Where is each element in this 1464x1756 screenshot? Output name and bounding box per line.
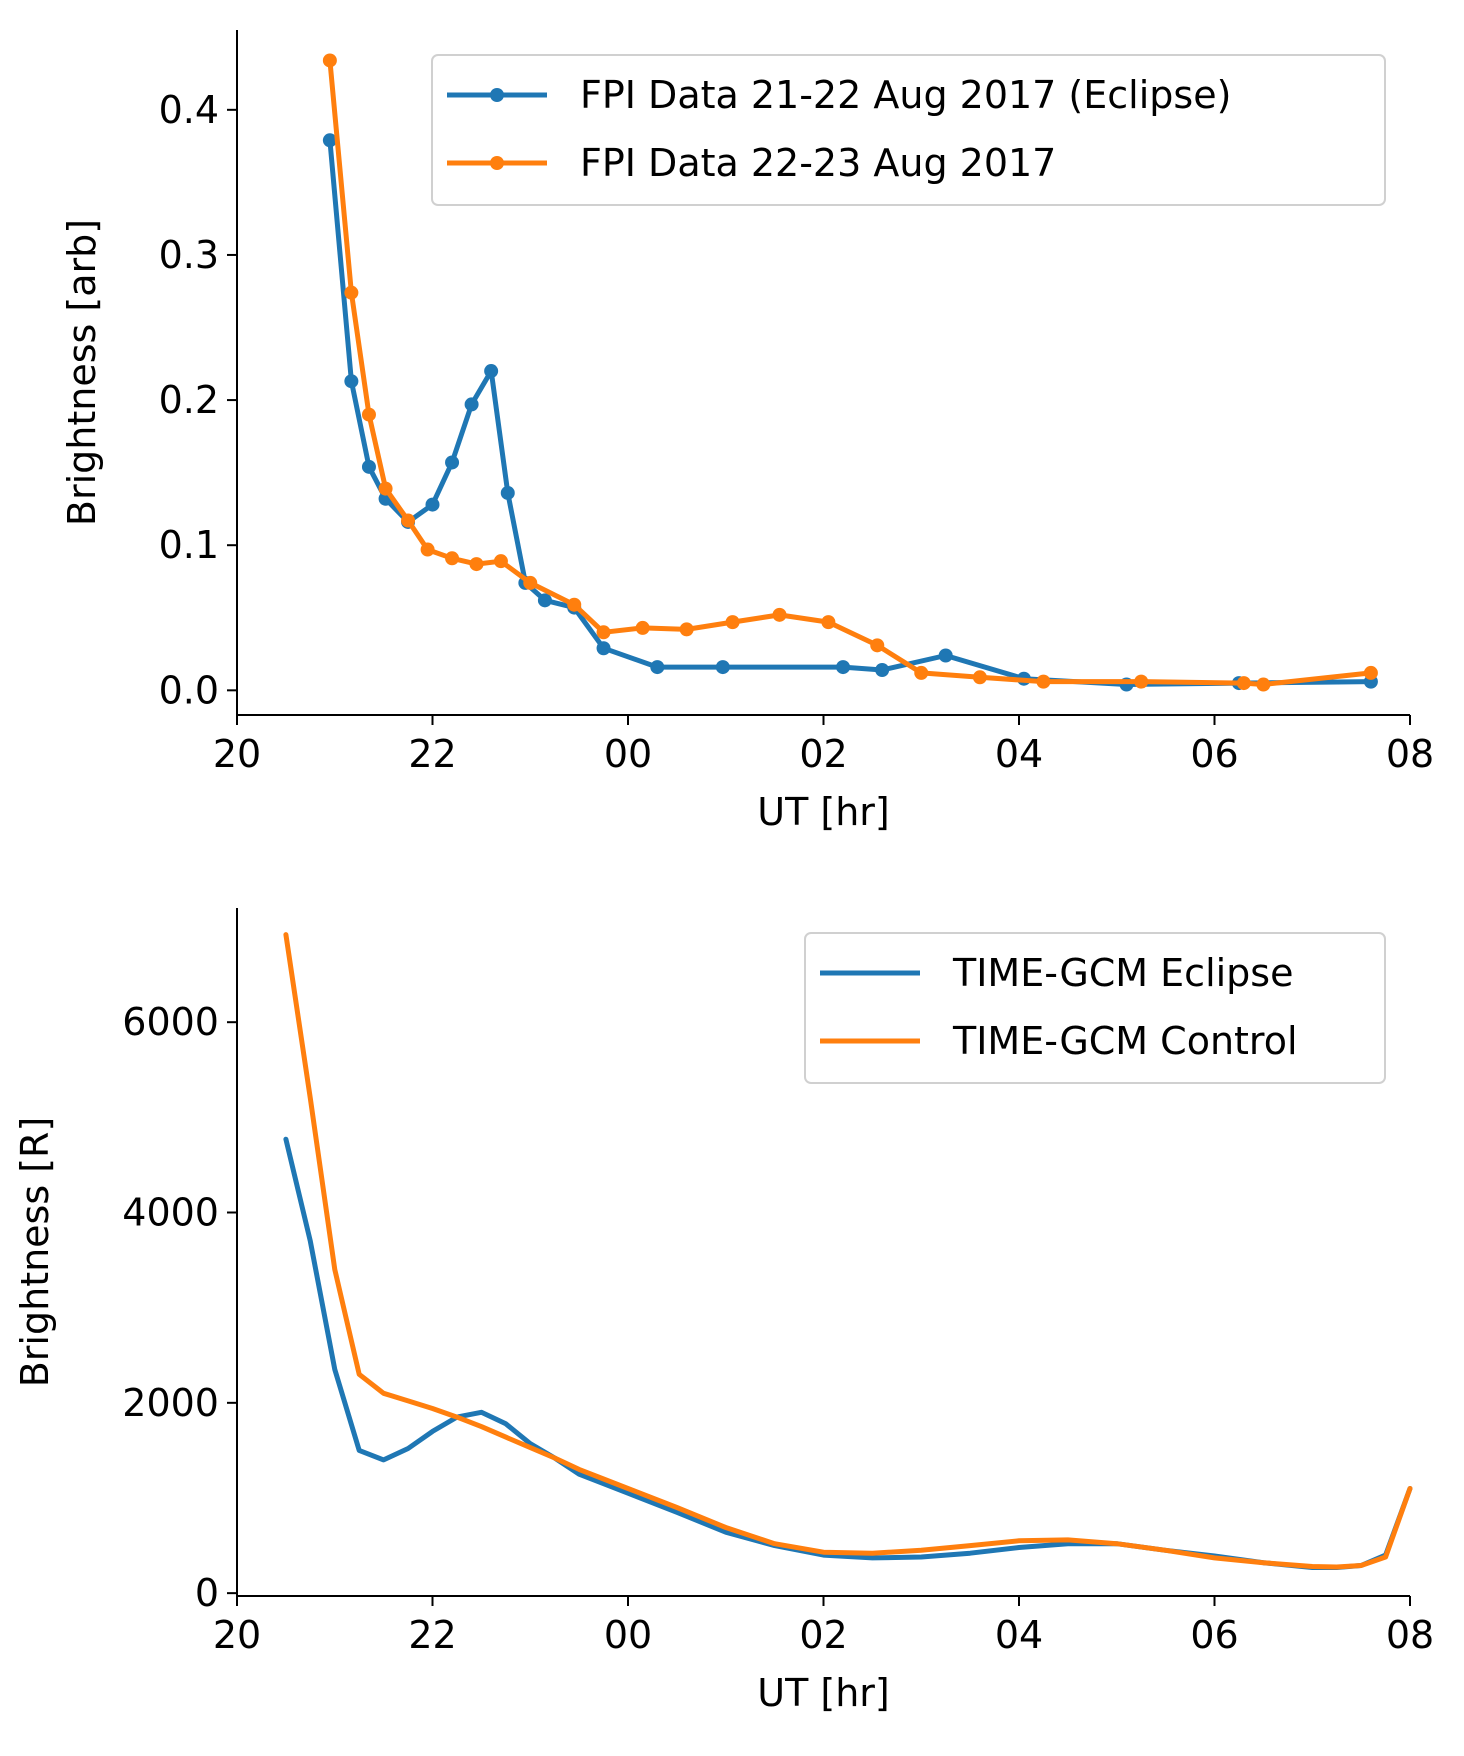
data-point (875, 663, 890, 678)
data-point (715, 660, 730, 675)
data-point (425, 497, 440, 512)
data-point (445, 551, 460, 566)
data-point (725, 615, 740, 630)
y-axis-label: Brightness [R] (13, 1117, 57, 1388)
x-axis-label: UT [hr] (757, 1671, 889, 1715)
legend-swatch-marker (490, 156, 504, 170)
x-tick-label: 08 (1386, 732, 1434, 776)
y-tick-label: 0.3 (159, 233, 219, 277)
data-point (635, 620, 650, 635)
data-point (821, 615, 836, 630)
y-tick-label: 0.2 (159, 378, 219, 422)
x-tick-label: 02 (799, 1613, 847, 1657)
y-tick-label: 4000 (122, 1191, 219, 1235)
legend-entry: FPI Data 22-23 Aug 2017 (580, 141, 1056, 185)
data-point (836, 660, 851, 675)
data-point (464, 397, 479, 412)
x-tick-label: 00 (604, 732, 652, 776)
data-point (1236, 676, 1251, 691)
data-point (1256, 677, 1271, 692)
legend-box (431, 54, 1386, 206)
data-point (596, 641, 611, 656)
legend: FPI Data 21-22 Aug 2017 (Eclipse) FPI Dat… (431, 54, 1386, 206)
data-point (322, 53, 337, 68)
data-point (401, 513, 416, 528)
data-point (361, 407, 376, 422)
x-tick-label: 20 (213, 1613, 261, 1657)
y-tick-label: 0.1 (159, 523, 219, 567)
legend-entry: TIME-GCM Control (952, 1019, 1298, 1063)
data-point (469, 557, 484, 572)
legend-box (804, 932, 1386, 1084)
data-point (1363, 665, 1378, 680)
data-point (596, 625, 611, 640)
data-point (378, 481, 393, 496)
y-tick-label: 0.0 (159, 668, 219, 712)
data-point (344, 285, 359, 300)
legend-entry: FPI Data 21-22 Aug 2017 (Eclipse) (580, 73, 1231, 117)
chart-panel-2: 20 22 00 02 04 06 08 0 2000 4000 6000 UT [hr] Bright… (13, 908, 1434, 1715)
data-point (420, 542, 435, 557)
data-point (537, 593, 552, 608)
x-tick-label: 06 (1190, 732, 1238, 776)
y-tick-label: 0.4 (159, 88, 219, 132)
data-point (914, 665, 929, 680)
data-point (870, 638, 885, 653)
data-point (972, 670, 987, 685)
data-point (322, 133, 337, 148)
x-tick-label: 00 (604, 1613, 652, 1657)
x-tick-label: 06 (1190, 1613, 1238, 1657)
series-line-1 (327, 137, 1374, 687)
chart-panel-1: 20 22 00 02 04 06 08 0.0 0.1 0.2 0.3 0.4 UT [hr] Brig… (60, 30, 1434, 834)
y-tick-label: 0 (195, 1571, 219, 1615)
y-tick-label: 2000 (122, 1381, 219, 1425)
data-point (567, 597, 582, 612)
data-point (1036, 674, 1051, 689)
data-point (1134, 674, 1149, 689)
data-point (445, 455, 460, 470)
data-point (500, 485, 515, 500)
x-tick-label: 22 (408, 732, 456, 776)
data-point (484, 364, 499, 379)
legend-swatch-marker (490, 88, 504, 102)
data-point (523, 575, 538, 590)
legend: TIME-GCM Eclipse TIME-GCM Control (804, 932, 1386, 1084)
data-point (650, 660, 665, 675)
x-tick-label: 22 (408, 1613, 456, 1657)
data-point (772, 607, 787, 622)
x-tick-label: 20 (213, 732, 261, 776)
x-tick-label: 08 (1386, 1613, 1434, 1657)
data-point (361, 459, 376, 474)
y-axis-label: Brightness [arb] (60, 219, 104, 526)
series-line-2 (283, 932, 1413, 1570)
legend-entry: TIME-GCM Eclipse (952, 951, 1293, 995)
data-point (938, 648, 953, 663)
data-point (493, 554, 508, 569)
series-line-1 (283, 1136, 1413, 1570)
data-point (679, 622, 694, 637)
data-point (344, 374, 359, 389)
x-axis-label: UT [hr] (757, 790, 889, 834)
x-tick-label: 04 (995, 732, 1043, 776)
x-tick-label: 04 (995, 1613, 1043, 1657)
y-tick-label: 6000 (122, 1000, 219, 1044)
x-tick-label: 02 (799, 732, 847, 776)
